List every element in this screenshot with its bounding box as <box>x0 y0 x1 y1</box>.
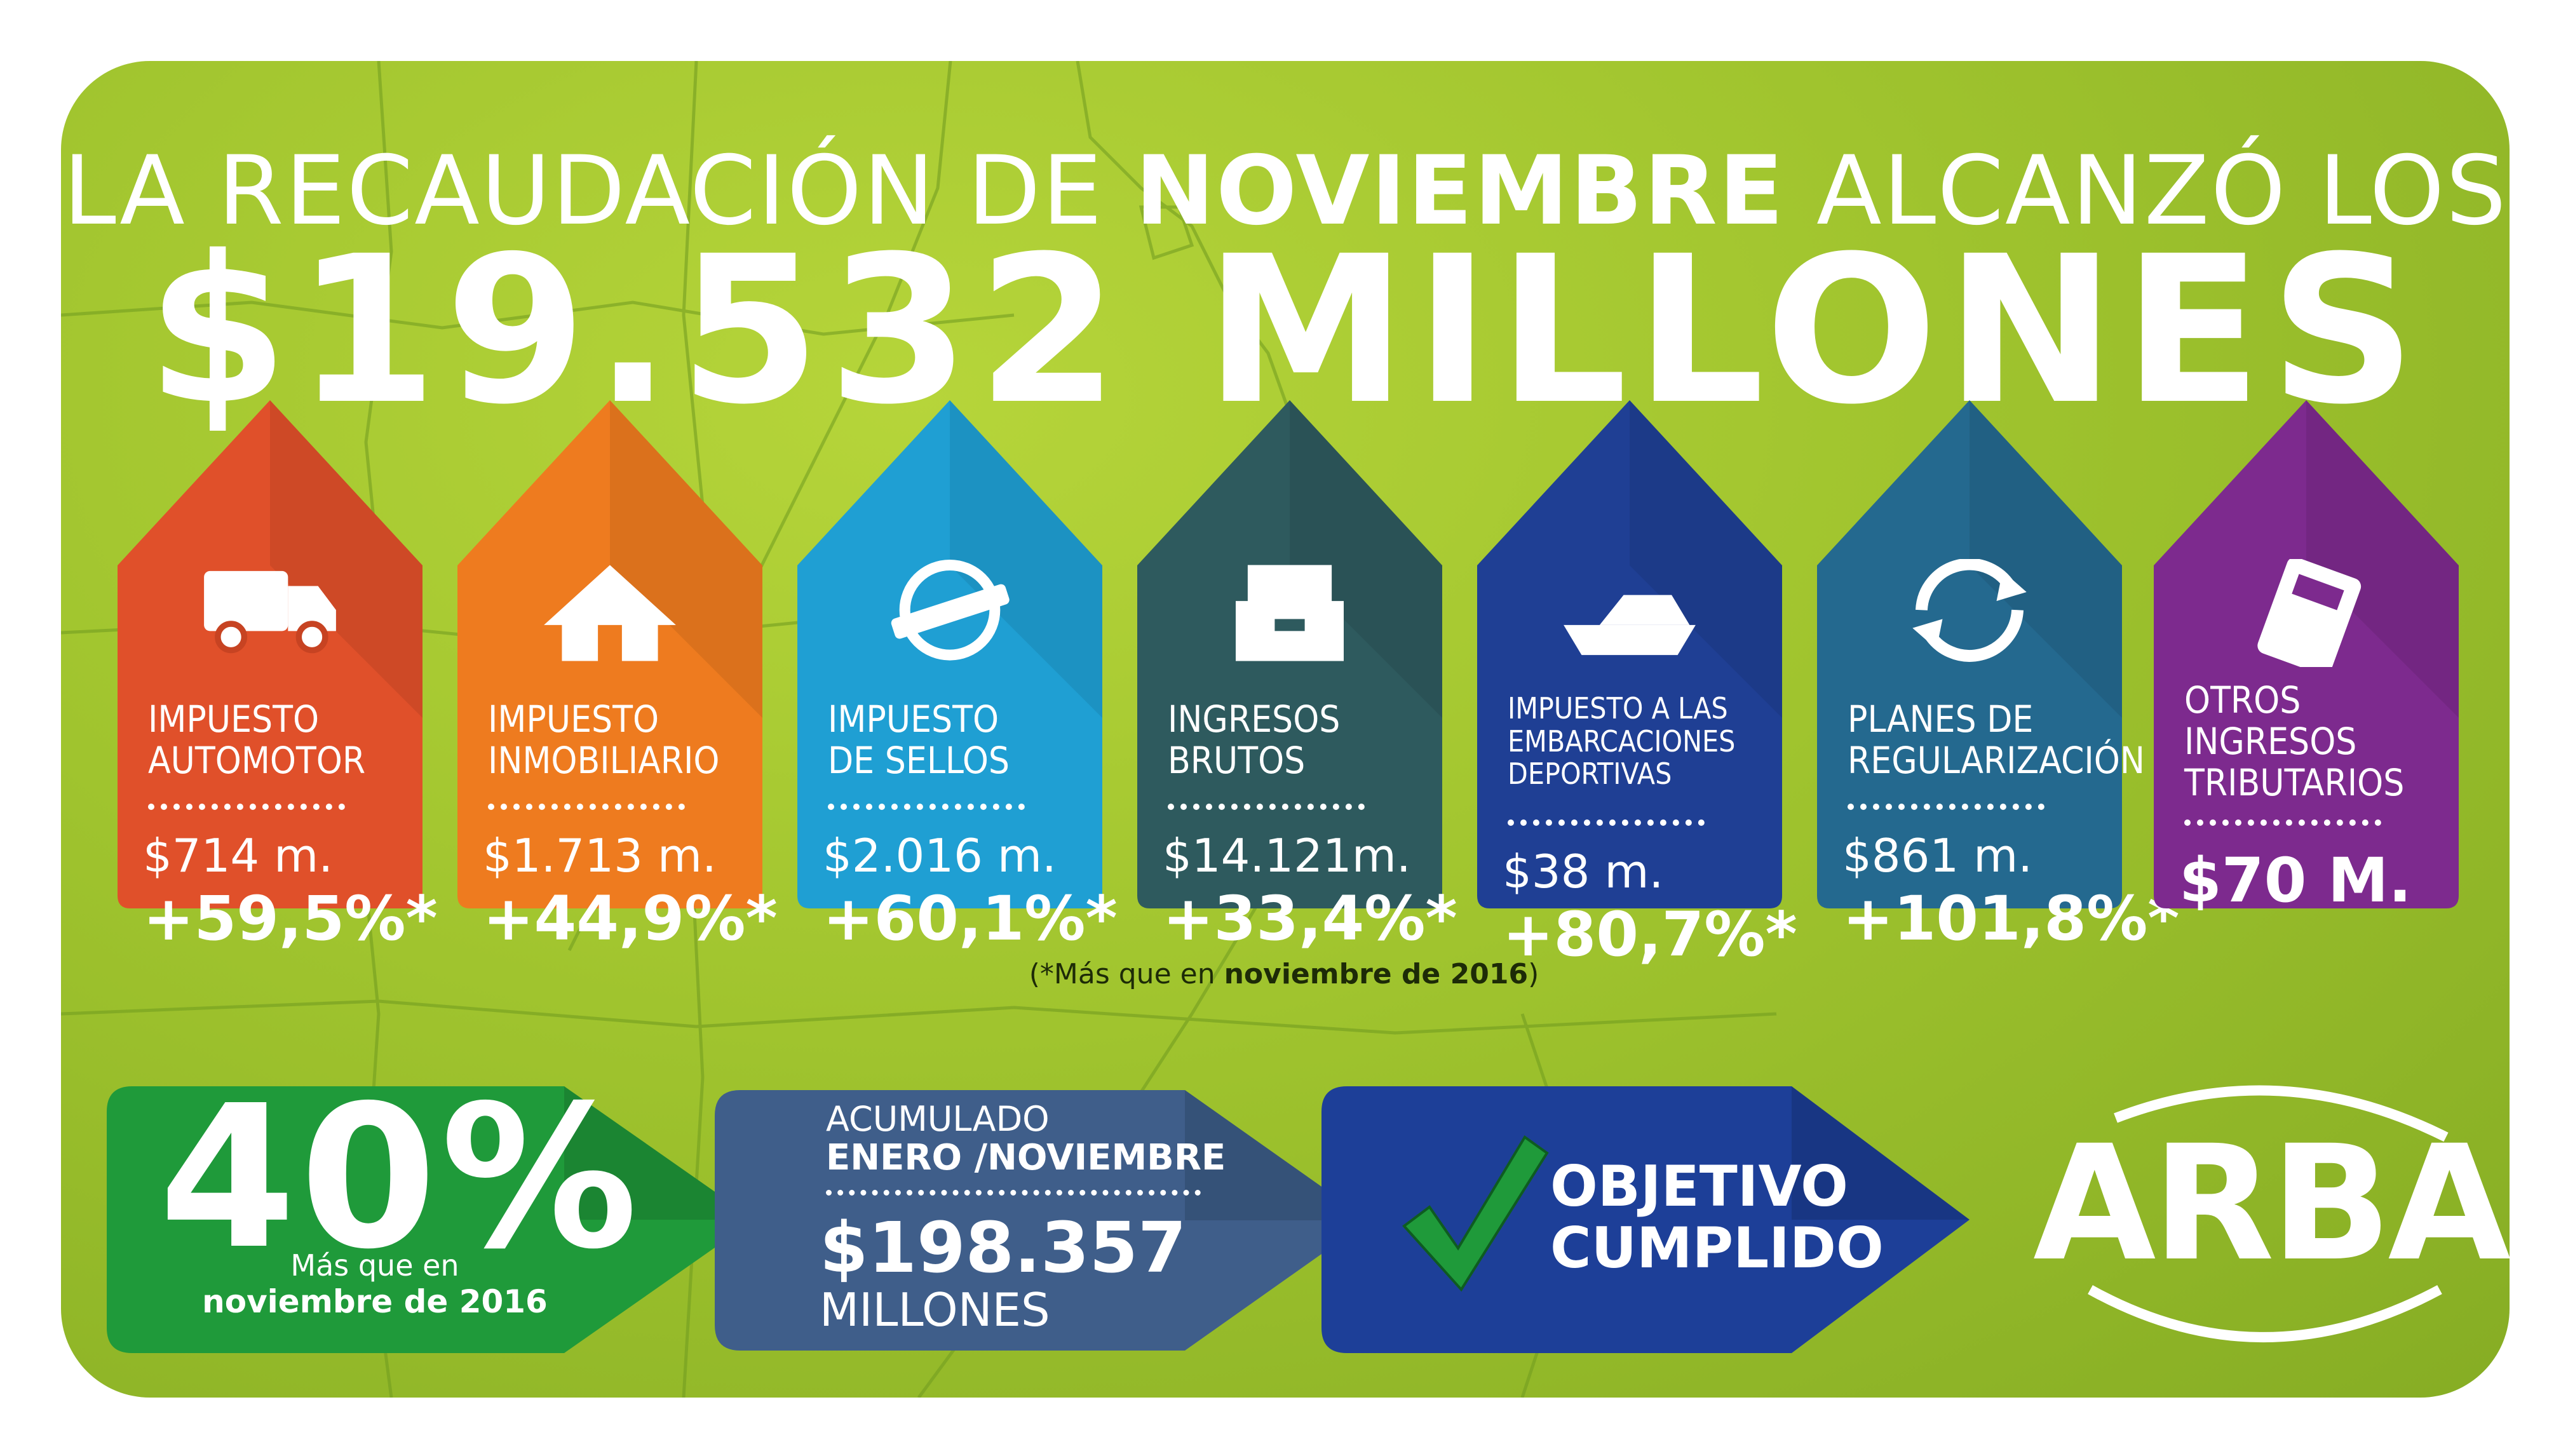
card-change: +33,4%* <box>1163 883 1457 954</box>
category-card: IMPUESTO INMOBILIARIO $1.713 m. +44,9%* <box>457 400 778 954</box>
footnote: (*Más que en noviembre de 2016) <box>1029 958 1539 990</box>
card-divider <box>148 804 345 810</box>
card-amount: $14.121m. <box>1163 829 1411 882</box>
stamp-icon <box>891 559 1010 661</box>
card-amount: $861 m. <box>1842 829 2033 882</box>
boat-icon <box>1564 595 1696 656</box>
card-amount: $38 m. <box>1503 845 1664 898</box>
objective-arrow <box>1321 1086 1970 1353</box>
card-change: +60,1%* <box>823 883 1118 954</box>
card-divider <box>2184 819 2381 826</box>
card-amount: $2.016 m. <box>823 829 1057 882</box>
growth-arrow <box>107 1086 755 1353</box>
growth-percent: 40% <box>159 1063 642 1293</box>
category-card: INGRESOS BRUTOS $14.121m. +33,4%* <box>1137 400 1457 954</box>
card-change: $70 M. <box>2179 845 2412 916</box>
arba-logo: ARBA <box>2033 1111 2511 1296</box>
card-label: IMPUESTO INMOBILIARIO <box>488 698 720 782</box>
card-amount: $714 m. <box>143 829 334 882</box>
headline-total: $19.532 MILLONES <box>147 213 2424 449</box>
accumulated-label: ACUMULADO <box>826 1099 1050 1139</box>
card-divider <box>1848 804 2044 810</box>
card-divider <box>488 804 685 810</box>
card-amount: $1.713 m. <box>483 829 717 882</box>
file-box-icon <box>1236 565 1344 661</box>
growth-sub2: noviembre de 2016 <box>202 1283 548 1320</box>
truck-icon <box>204 570 336 654</box>
objective-text: OBJETIVO CUMPLIDO <box>1550 1154 1884 1281</box>
card-divider <box>1508 819 1705 826</box>
headline-line1: LA RECAUDACIÓN DE NOVIEMBRE ALCANZÓ LOS <box>63 136 2508 246</box>
accumulated-divider <box>826 1190 1201 1196</box>
accumulated-period: ENERO /NOVIEMBRE <box>826 1137 1226 1178</box>
accumulated-unit: MILLONES <box>820 1283 1050 1337</box>
calculator-icon <box>2257 559 2362 667</box>
card-label: IMPUESTO AUTOMOTOR <box>148 698 366 782</box>
category-card: OTROS INGRESOS TRIBUTARIOS $70 M. <box>2154 400 2459 916</box>
refresh-icon <box>1912 559 2027 662</box>
check-icon <box>1402 1135 1549 1292</box>
house-icon <box>544 565 676 661</box>
arba-logo-swoosh <box>2088 1085 2449 1342</box>
card-change: +80,7%* <box>1503 899 1797 970</box>
card-change: +59,5%* <box>143 883 438 954</box>
card-divider <box>1168 804 1365 810</box>
card-shape <box>118 400 422 908</box>
card-change: +101,8%* <box>1842 883 2180 954</box>
card-divider <box>828 804 1025 810</box>
category-card: IMPUESTO A LAS EMBARCACIONES DEPORTIVAS $38… <box>1477 400 1797 970</box>
growth-sub1: Más que en <box>290 1248 459 1283</box>
card-label: PLANES DE REGULARIZACIÓN <box>1848 698 2145 782</box>
card-label: OTROS INGRESOS TRIBUTARIOS <box>2184 678 2405 804</box>
category-card: IMPUESTO AUTOMOTOR $714 m. +59,5%* <box>118 400 438 954</box>
category-card: PLANES DE REGULARIZACIÓN $861 m. +101,8%* <box>1817 400 2179 954</box>
accumulated-amount: $198.357 <box>820 1207 1187 1288</box>
card-change: +44,9%* <box>483 883 778 954</box>
card-label: IMPUESTO DE SELLOS <box>828 698 1010 782</box>
card-label: IMPUESTO A LAS EMBARCACIONES DEPORTIVAS <box>1508 691 1736 792</box>
category-card: IMPUESTO DE SELLOS $2.016 m. +60,1%* <box>797 400 1118 954</box>
card-label: INGRESOS BRUTOS <box>1168 698 1341 782</box>
